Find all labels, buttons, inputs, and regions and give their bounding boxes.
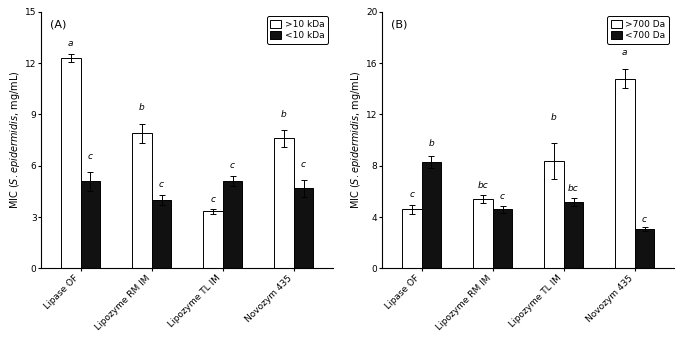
Text: bc: bc <box>477 181 488 190</box>
Text: (A): (A) <box>50 19 67 30</box>
Bar <box>421 162 441 269</box>
Bar <box>563 202 584 269</box>
Text: a: a <box>622 48 627 57</box>
Text: (B): (B) <box>391 19 408 30</box>
Bar <box>402 209 421 269</box>
Bar <box>151 200 171 269</box>
Text: bc: bc <box>568 184 579 193</box>
Text: b: b <box>428 139 434 149</box>
Text: b: b <box>138 103 145 112</box>
Text: c: c <box>88 152 93 161</box>
Text: b: b <box>281 110 286 119</box>
Bar <box>80 181 100 269</box>
Bar <box>473 199 492 269</box>
Text: a: a <box>68 39 74 48</box>
Bar <box>614 79 635 269</box>
Y-axis label: MIC ($\it{S.epidermidis}$, mg/mL): MIC ($\it{S.epidermidis}$, mg/mL) <box>349 71 364 209</box>
Bar <box>222 181 243 269</box>
Bar <box>273 138 294 269</box>
Y-axis label: MIC ($\it{S.epidermidis}$, mg/mL): MIC ($\it{S.epidermidis}$, mg/mL) <box>8 71 23 209</box>
Text: c: c <box>642 215 647 224</box>
Text: c: c <box>159 180 164 189</box>
Bar <box>203 211 222 269</box>
Bar <box>132 133 151 269</box>
Text: c: c <box>500 192 505 201</box>
Bar <box>635 229 655 269</box>
Bar <box>492 209 512 269</box>
Text: b: b <box>551 113 557 122</box>
Bar <box>294 188 314 269</box>
Legend: >10 kDa, <10 kDa: >10 kDa, <10 kDa <box>267 16 328 44</box>
Bar <box>61 58 80 269</box>
Bar <box>544 161 563 269</box>
Text: c: c <box>301 160 306 169</box>
Text: c: c <box>230 161 235 170</box>
Text: c: c <box>409 190 414 199</box>
Text: c: c <box>210 195 215 204</box>
Legend: >700 Da, <700 Da: >700 Da, <700 Da <box>608 16 669 44</box>
